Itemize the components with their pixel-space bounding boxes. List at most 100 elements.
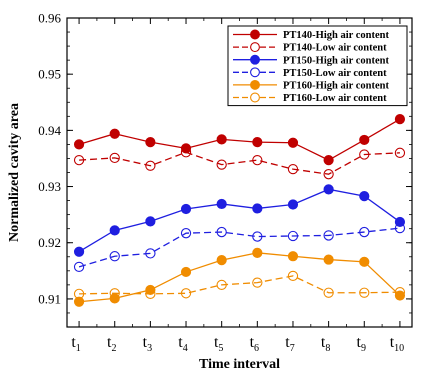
data-point <box>73 288 85 300</box>
data-point <box>180 147 192 158</box>
legend-marker <box>250 54 260 65</box>
data-point <box>252 277 263 288</box>
data-point <box>359 226 370 238</box>
series-layer <box>73 114 406 307</box>
data-point <box>216 134 227 145</box>
data-point <box>180 203 192 215</box>
series-line <box>79 252 401 303</box>
data-point <box>216 226 227 238</box>
data-point <box>323 254 334 265</box>
data-point <box>394 290 406 301</box>
x-axis-title: Time interval <box>199 357 280 372</box>
x-tick-label: t8 <box>321 334 330 354</box>
data-point <box>145 216 156 227</box>
x-tick-label: t3 <box>143 334 152 354</box>
data-point <box>252 203 263 214</box>
data-point <box>394 222 406 234</box>
data-point <box>359 190 370 202</box>
data-point <box>252 231 263 242</box>
data-point <box>109 128 120 139</box>
x-tick-label: t5 <box>214 334 223 354</box>
data-point <box>145 288 156 300</box>
y-tick-label: 0.94 <box>38 123 61 138</box>
data-point <box>145 137 156 148</box>
data-point <box>252 137 263 148</box>
series-4 <box>73 222 406 273</box>
data-point <box>109 225 120 236</box>
data-point <box>359 256 370 267</box>
series-line <box>79 275 400 295</box>
data-point <box>287 251 299 262</box>
legend-entry: PT140-Low air content <box>233 42 387 54</box>
data-point <box>287 137 299 148</box>
data-point <box>323 169 334 180</box>
data-point <box>216 159 227 170</box>
data-point <box>73 296 85 307</box>
data-point <box>216 279 227 291</box>
y-tick-label: 0.91 <box>38 291 61 306</box>
data-point <box>359 149 370 160</box>
data-point <box>145 284 156 296</box>
data-point <box>73 261 85 273</box>
data-point <box>145 160 156 171</box>
y-tick-labels: 0.91 0.92 0.93 0.94 0.95 0.96 <box>38 11 61 307</box>
data-point <box>287 163 299 175</box>
data-point <box>252 154 263 166</box>
data-point <box>73 139 85 150</box>
x-tick-label: t6 <box>250 334 259 354</box>
legend-box <box>227 25 408 107</box>
x-tick-labels: t1 t2 t3 t4 t5 t6 t7 t8 t9 t10 <box>71 334 404 354</box>
series-line <box>78 118 401 161</box>
legend-label: PT140-High air content <box>283 30 389 41</box>
data-point <box>216 198 227 210</box>
data-point <box>252 247 263 258</box>
series-1 <box>73 114 406 166</box>
legend-marker <box>250 29 260 40</box>
legend-entry: PT140-High air content <box>233 29 389 41</box>
legend-marker <box>250 92 260 103</box>
data-point <box>145 248 156 259</box>
data-point <box>109 288 120 299</box>
y-tick-label: 0.96 <box>38 11 61 26</box>
data-point <box>109 152 120 164</box>
x-tick-label: t7 <box>285 334 294 354</box>
y-axis-title: Normalized cavity area <box>7 103 22 242</box>
y-tick-label: 0.92 <box>38 235 61 250</box>
data-point <box>323 287 334 298</box>
data-point <box>323 184 334 195</box>
data-point <box>287 199 299 210</box>
data-point <box>180 288 192 299</box>
data-point <box>73 154 85 166</box>
data-point <box>359 287 370 298</box>
legend-entry: PT160-High air content <box>233 79 389 92</box>
x-tick-label: t9 <box>357 334 366 354</box>
data-point <box>180 266 192 278</box>
legend-label: PT150-Low air content <box>283 68 387 79</box>
legend: PT140-High air content PT140-Low air cont… <box>227 25 408 107</box>
x-tick-label: t1 <box>71 334 80 354</box>
data-point <box>323 155 334 166</box>
data-point <box>394 147 406 158</box>
legend-entry: PT160-Low air content <box>233 92 387 104</box>
legend-label: PT160-Low air content <box>283 93 387 104</box>
legend-entry: PT150-Low air content <box>233 67 387 79</box>
y-tick-label: 0.95 <box>38 67 61 82</box>
series-line <box>78 227 400 268</box>
series-line <box>79 151 400 175</box>
data-point <box>287 230 299 242</box>
data-point <box>180 228 192 239</box>
legend-marker <box>250 67 260 78</box>
x-tick-label: t4 <box>178 334 187 354</box>
legend-label: PT150-High air content <box>283 55 389 66</box>
data-point <box>216 255 227 266</box>
data-point <box>394 287 406 298</box>
legend-label: PT160-High air content <box>283 81 389 92</box>
series-3 <box>73 184 406 257</box>
legend-label: PT140-Low air content <box>283 43 387 54</box>
plot-frame <box>66 17 413 328</box>
x-tick-label: t10 <box>390 334 404 354</box>
data-point <box>323 230 334 241</box>
series-6 <box>73 270 406 300</box>
legend-marker <box>250 79 260 90</box>
